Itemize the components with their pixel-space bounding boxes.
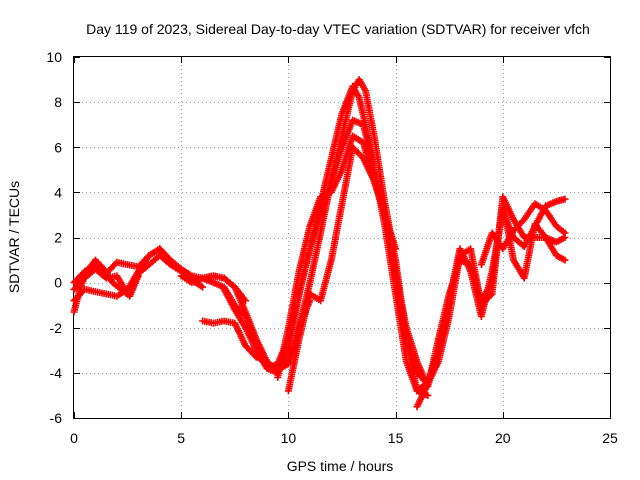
data-point [561,229,569,237]
y-axis-label: SDTVAR / TECUs [6,181,22,293]
y-tick-label: 10 [46,49,62,65]
data-point [561,195,569,203]
x-tick-label: 10 [281,430,297,446]
plot-frame [73,56,611,419]
series-13 [477,200,569,269]
x-tick-label: 25 [602,430,618,446]
series-9 [274,132,400,381]
chart-title: Day 119 of 2023, Sidereal Day-to-day VTE… [86,21,590,37]
x-tick-label: 5 [177,430,185,446]
y-tick-labels: -6 -4 -2 0 2 4 6 8 10 [46,49,62,426]
y-tick-label: -4 [50,365,63,381]
y-tick-label: 0 [54,275,62,291]
x-tick-label: 15 [388,430,404,446]
data-point [199,283,207,291]
x-tick-labels: 0 5 10 15 20 25 [70,430,618,446]
y-tick-label: 6 [54,139,62,155]
axis-ticks [74,57,611,419]
series-4 [70,256,142,316]
y-tick-label: 2 [54,230,62,246]
y-tick-label: 4 [54,184,62,200]
series-10 [284,143,432,395]
x-tick-label: 20 [495,430,511,446]
data-point [561,256,569,264]
x-axis-label: GPS time / hours [287,458,394,474]
data-marks [70,76,569,411]
y-tick-label: -2 [50,320,63,336]
x-tick-label: 0 [70,430,78,446]
y-tick-label: -6 [50,410,63,426]
data-point [134,272,142,280]
y-tick-label: 8 [54,94,62,110]
